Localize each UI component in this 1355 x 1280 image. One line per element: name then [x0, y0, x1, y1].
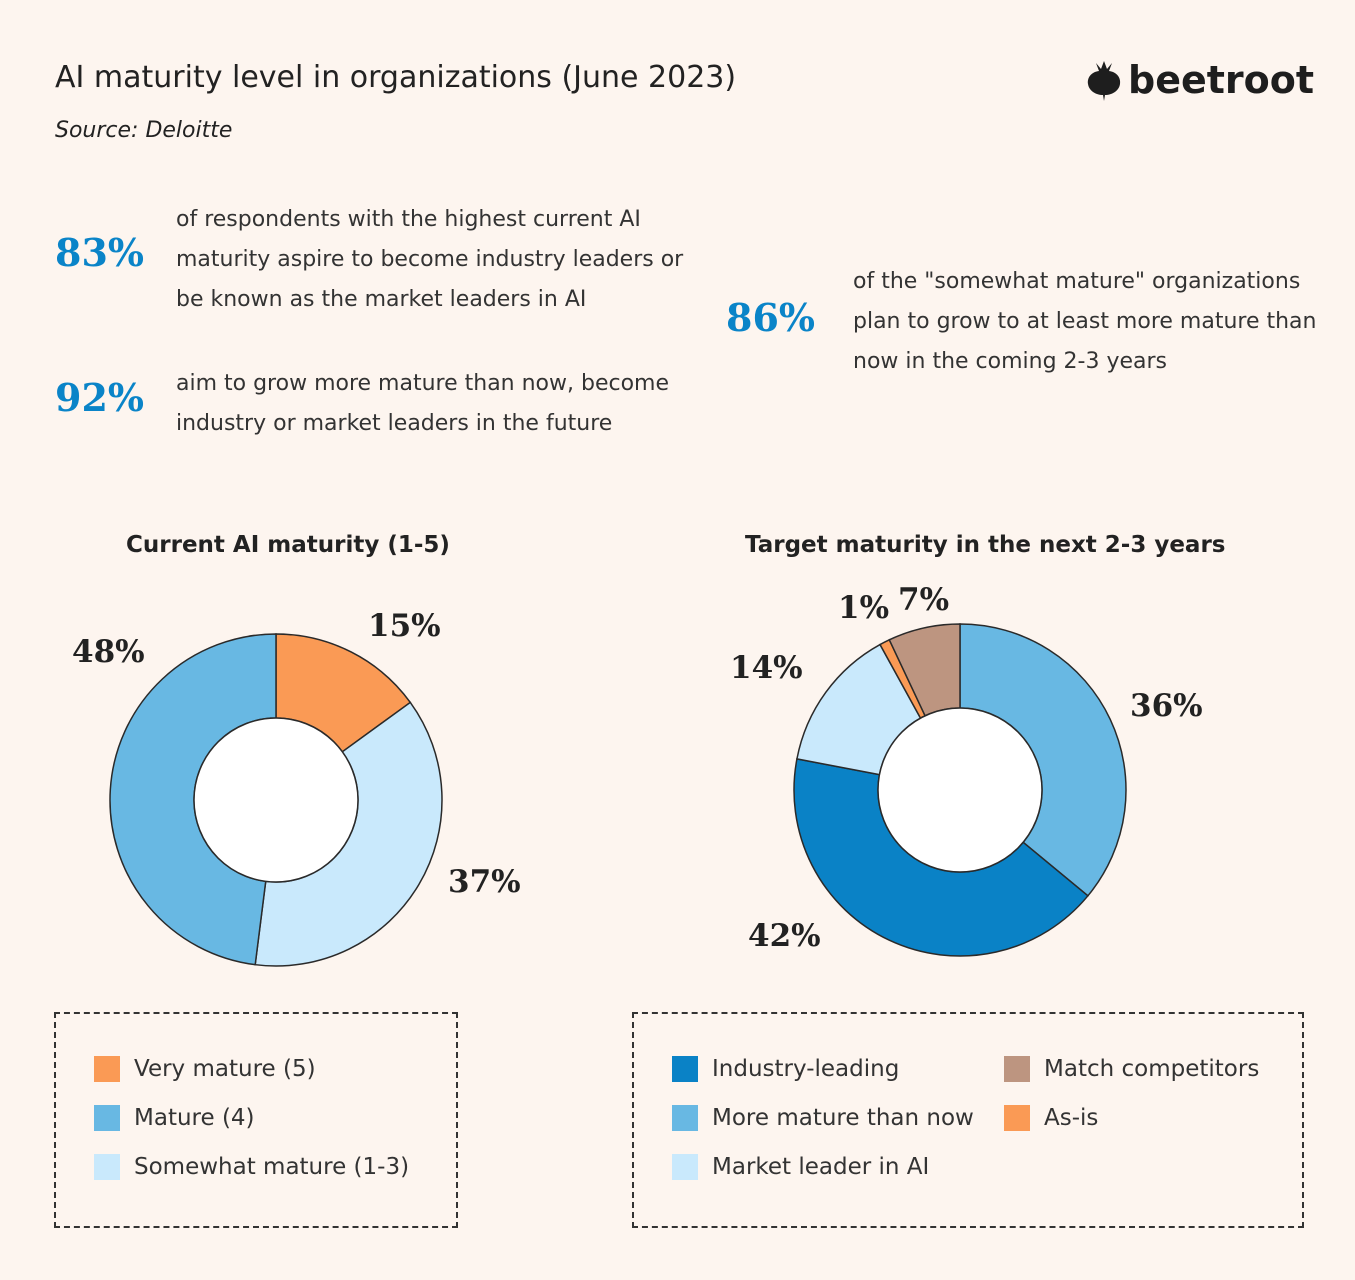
data-label: 7% — [898, 582, 950, 618]
legend-item: Industry-leading — [672, 1056, 899, 1082]
stat-value: 92% — [55, 375, 144, 420]
data-label: 48% — [72, 634, 145, 670]
stat-text: of the "somewhat mature" organizations p… — [853, 269, 1317, 374]
chart-title: Target maturity in the next 2-3 years — [745, 532, 1226, 558]
data-label: 14% — [730, 650, 803, 686]
stat-text: of respondents with the highest current … — [176, 207, 684, 312]
swatch — [94, 1154, 120, 1180]
legend-target: Industry-leading More mature than now Ma… — [632, 1012, 1304, 1228]
data-label: 36% — [1130, 688, 1203, 724]
swatch — [672, 1154, 698, 1180]
legend-item: Very mature (5) — [94, 1056, 316, 1082]
stat-value: 83% — [55, 230, 144, 275]
swatch — [94, 1105, 120, 1131]
legend-item: Somewhat mature (1-3) — [94, 1154, 409, 1180]
swatch — [1004, 1056, 1030, 1082]
legend-current: Very mature (5) Mature (4) Somewhat matu… — [54, 1012, 458, 1228]
swatch — [672, 1056, 698, 1082]
swatch — [672, 1105, 698, 1131]
chart-title: Current AI maturity (1-5) — [126, 532, 450, 558]
source: Source: Deloitte — [55, 118, 233, 143]
donut-hole — [877, 707, 1043, 873]
data-label: 1% — [838, 590, 890, 626]
donut-hole — [193, 717, 359, 883]
stat-text: aim to grow more mature than now, become… — [176, 371, 670, 436]
legend-item: More mature than now — [672, 1105, 974, 1131]
beet-icon — [1087, 61, 1121, 101]
logo-text: beetroot — [1128, 58, 1315, 102]
legend-item: As-is — [1004, 1105, 1098, 1131]
swatch — [1004, 1105, 1030, 1131]
data-label: 37% — [448, 864, 521, 900]
data-label: 15% — [368, 608, 441, 644]
data-label: 42% — [748, 918, 821, 954]
stat-value: 86% — [726, 295, 815, 340]
logo: beetroot — [1086, 58, 1314, 102]
swatch — [94, 1056, 120, 1082]
page-title: AI maturity level in organizations (June… — [55, 60, 737, 95]
legend-item: Market leader in AI — [672, 1154, 929, 1180]
legend-item: Match competitors — [1004, 1056, 1259, 1082]
legend-item: Mature (4) — [94, 1105, 255, 1131]
